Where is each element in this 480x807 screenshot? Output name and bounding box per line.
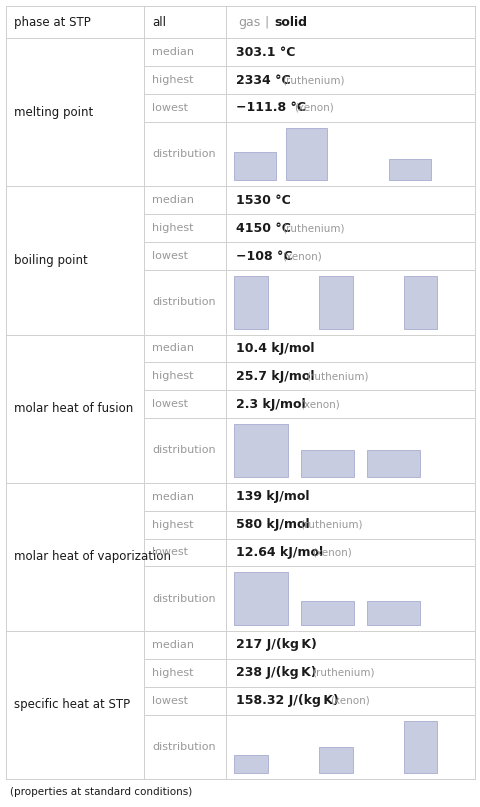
Text: (properties at standard conditions): (properties at standard conditions) — [10, 787, 192, 797]
Text: (xenon): (xenon) — [330, 696, 370, 705]
Text: solid: solid — [274, 15, 307, 28]
Text: (ruthenium): (ruthenium) — [282, 75, 344, 85]
Text: molar heat of vaporization: molar heat of vaporization — [14, 550, 171, 563]
Text: (ruthenium): (ruthenium) — [300, 520, 362, 529]
Text: lowest: lowest — [152, 399, 188, 409]
Text: highest: highest — [152, 224, 193, 233]
Bar — [318, 746, 352, 773]
Text: 25.7 kJ/mol: 25.7 kJ/mol — [236, 370, 314, 383]
Bar — [286, 128, 327, 181]
Bar — [300, 601, 353, 625]
Text: highest: highest — [152, 75, 193, 85]
Text: highest: highest — [152, 520, 193, 529]
Text: distribution: distribution — [152, 742, 216, 752]
Text: 2.3 kJ/mol: 2.3 kJ/mol — [236, 398, 305, 411]
Text: 158.32 J/(kg K): 158.32 J/(kg K) — [236, 694, 338, 707]
Text: (xenon): (xenon) — [300, 399, 339, 409]
Text: highest: highest — [152, 371, 193, 382]
Bar — [300, 450, 353, 477]
Bar — [389, 160, 430, 181]
Text: 580 kJ/mol: 580 kJ/mol — [236, 518, 310, 531]
Text: lowest: lowest — [152, 547, 188, 558]
Text: 139 kJ/mol: 139 kJ/mol — [236, 490, 309, 503]
Text: distribution: distribution — [152, 297, 216, 307]
Text: 12.64 kJ/mol: 12.64 kJ/mol — [236, 546, 323, 559]
Text: median: median — [152, 491, 194, 502]
Text: (ruthenium): (ruthenium) — [282, 224, 344, 233]
Bar — [318, 276, 352, 328]
Text: 1530 °C: 1530 °C — [236, 194, 290, 207]
Text: (ruthenium): (ruthenium) — [312, 667, 374, 678]
Text: melting point: melting point — [14, 106, 93, 119]
Text: (ruthenium): (ruthenium) — [306, 371, 368, 382]
Text: specific heat at STP: specific heat at STP — [14, 698, 130, 712]
Text: 10.4 kJ/mol: 10.4 kJ/mol — [236, 342, 314, 355]
Bar — [403, 276, 436, 328]
Text: distribution: distribution — [152, 594, 216, 604]
Text: 2334 °C: 2334 °C — [236, 73, 290, 86]
Text: |: | — [264, 15, 268, 28]
Text: (xenon): (xenon) — [294, 103, 334, 113]
Bar — [234, 755, 268, 773]
Bar — [403, 721, 436, 773]
Text: 217 J/(kg K): 217 J/(kg K) — [236, 638, 317, 651]
Text: lowest: lowest — [152, 696, 188, 705]
Text: median: median — [152, 640, 194, 650]
Bar — [234, 276, 268, 328]
Text: 303.1 °C: 303.1 °C — [236, 46, 295, 59]
Text: lowest: lowest — [152, 103, 188, 113]
Text: all: all — [152, 15, 166, 28]
Bar — [234, 424, 287, 477]
Text: molar heat of fusion: molar heat of fusion — [14, 402, 133, 415]
Text: distribution: distribution — [152, 149, 216, 159]
Text: phase at STP: phase at STP — [14, 15, 91, 28]
Text: distribution: distribution — [152, 445, 216, 455]
Text: highest: highest — [152, 667, 193, 678]
Text: −108 °C: −108 °C — [236, 249, 292, 262]
Bar — [234, 572, 287, 625]
Text: lowest: lowest — [152, 251, 188, 261]
Text: median: median — [152, 344, 194, 353]
Text: median: median — [152, 47, 194, 57]
Text: 4150 °C: 4150 °C — [236, 222, 291, 235]
Text: (xenon): (xenon) — [312, 547, 351, 558]
Bar — [367, 450, 420, 477]
Text: boiling point: boiling point — [14, 254, 87, 267]
Bar — [367, 601, 420, 625]
Bar — [234, 152, 275, 181]
Text: 238 J/(kg K): 238 J/(kg K) — [236, 667, 316, 679]
Text: (xenon): (xenon) — [282, 251, 322, 261]
Text: median: median — [152, 195, 194, 205]
Text: gas: gas — [238, 15, 260, 28]
Text: −111.8 °C: −111.8 °C — [236, 102, 306, 115]
